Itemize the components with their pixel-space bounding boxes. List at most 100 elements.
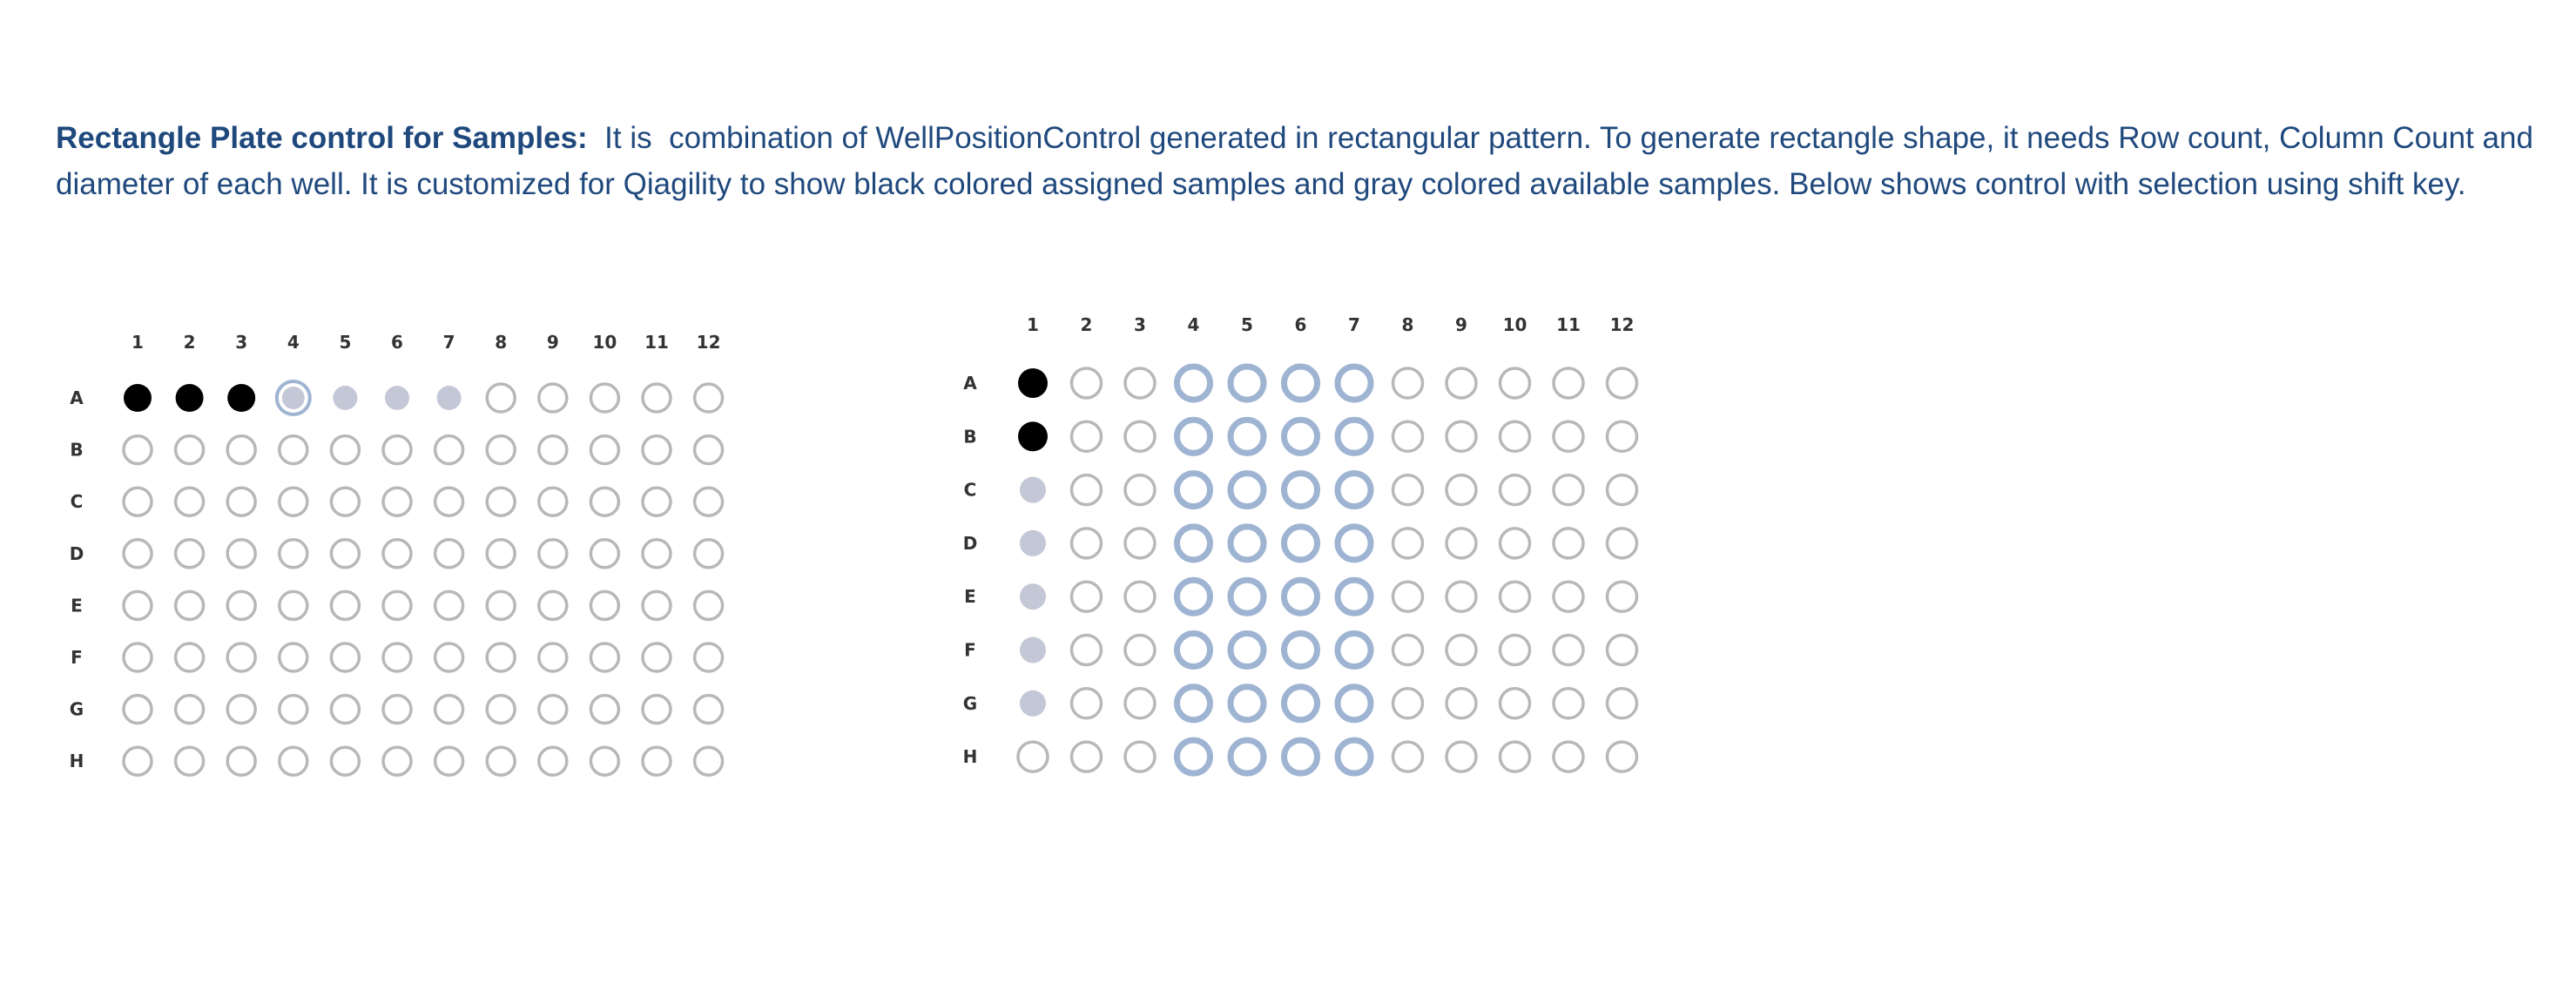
well-a11[interactable] [1552,367,1585,400]
well-b6[interactable] [1281,416,1320,456]
well-f8[interactable] [1391,633,1425,667]
well-a9[interactable] [537,382,569,414]
well-f11[interactable] [641,642,672,673]
well-f2[interactable] [173,642,206,673]
well-a4[interactable] [274,380,312,416]
well-f2[interactable] [1069,633,1103,667]
rectangle-plate-control-1[interactable]: 1 2 3 4 5 6 7 8 9 10 11 12 A B C D E F G H [52,322,749,792]
well-h8[interactable] [1391,740,1425,773]
well-h5[interactable] [329,745,361,777]
well-f6[interactable] [381,642,413,673]
well-f12[interactable] [1605,633,1639,667]
well-c3[interactable] [1123,473,1157,507]
well-g12[interactable] [692,693,725,725]
well-g5[interactable] [1227,684,1267,724]
well-a8[interactable] [1391,367,1425,400]
well-h4[interactable] [1174,737,1213,777]
well-g6[interactable] [381,693,413,725]
well-g10[interactable] [589,693,621,725]
well-c5[interactable] [329,486,361,517]
well-e10[interactable] [589,589,621,622]
well-f4[interactable] [1174,630,1213,670]
well-a10[interactable] [1498,367,1532,400]
well-d1[interactable] [1020,529,1046,556]
well-a11[interactable] [641,382,672,414]
well-h1[interactable] [122,745,153,777]
well-f12[interactable] [692,642,725,673]
well-d3[interactable] [1123,527,1157,560]
well-b9[interactable] [537,434,569,466]
well-f4[interactable] [278,642,309,673]
well-e9[interactable] [1445,580,1478,613]
well-c9[interactable] [1445,473,1478,507]
well-e2[interactable] [1069,580,1103,613]
well-a5[interactable] [1227,363,1267,403]
well-a7[interactable] [436,386,462,410]
well-a8[interactable] [485,382,516,414]
well-c11[interactable] [1552,473,1585,507]
well-b3[interactable] [1123,420,1157,454]
well-c8[interactable] [1391,473,1425,507]
well-c10[interactable] [1498,473,1532,507]
well-f6[interactable] [1281,630,1320,670]
well-a2[interactable] [175,384,204,412]
well-e7[interactable] [433,589,465,622]
well-d8[interactable] [485,538,516,569]
well-b4[interactable] [1174,416,1213,456]
rectangle-plate-control-2[interactable]: 1 2 3 4 5 6 7 8 9 10 11 12 A B C D E F G H [949,306,1681,794]
well-d2[interactable] [1069,527,1103,560]
well-f1[interactable] [1020,636,1046,663]
well-d4[interactable] [1174,523,1213,563]
well-e6[interactable] [1281,576,1320,616]
well-g4[interactable] [1174,684,1213,724]
well-g3[interactable] [1123,687,1157,720]
well-c10[interactable] [589,486,621,517]
well-e4[interactable] [278,589,309,622]
well-e5[interactable] [329,589,361,622]
well-a3[interactable] [227,384,256,412]
well-b12[interactable] [1605,420,1639,454]
well-d6[interactable] [1281,523,1320,563]
well-f3[interactable] [226,642,257,673]
well-b2[interactable] [1069,420,1103,454]
well-f8[interactable] [485,642,516,673]
well-h3[interactable] [1123,740,1157,773]
well-g7[interactable] [1334,684,1374,724]
well-c7[interactable] [433,486,465,517]
well-g1[interactable] [1020,690,1046,717]
well-a12[interactable] [1605,367,1639,400]
well-e10[interactable] [1498,580,1532,613]
well-b7[interactable] [1334,416,1374,456]
well-f10[interactable] [589,642,621,673]
well-g11[interactable] [1552,687,1585,720]
well-g2[interactable] [1069,687,1103,720]
well-f11[interactable] [1552,633,1585,667]
well-d11[interactable] [641,538,672,569]
well-b1[interactable] [1018,421,1048,452]
well-a9[interactable] [1445,367,1478,400]
well-g8[interactable] [485,693,516,725]
well-f1[interactable] [122,642,153,673]
well-c12[interactable] [692,486,725,517]
well-c2[interactable] [173,486,206,517]
well-d10[interactable] [589,538,621,569]
well-g8[interactable] [1391,687,1425,720]
well-e6[interactable] [381,589,413,622]
well-h2[interactable] [1069,740,1103,773]
well-h6[interactable] [381,745,413,777]
well-e11[interactable] [641,589,672,622]
well-e8[interactable] [1391,580,1425,613]
well-c11[interactable] [641,486,672,517]
well-c8[interactable] [485,486,516,517]
well-f5[interactable] [329,642,361,673]
well-d8[interactable] [1391,527,1425,560]
well-h12[interactable] [692,745,725,777]
well-e2[interactable] [173,589,206,622]
well-h10[interactable] [589,745,621,777]
well-d9[interactable] [537,538,569,569]
well-h10[interactable] [1498,740,1532,773]
well-b2[interactable] [173,434,206,466]
well-h9[interactable] [537,745,569,777]
well-e11[interactable] [1552,580,1585,613]
well-h9[interactable] [1445,740,1478,773]
